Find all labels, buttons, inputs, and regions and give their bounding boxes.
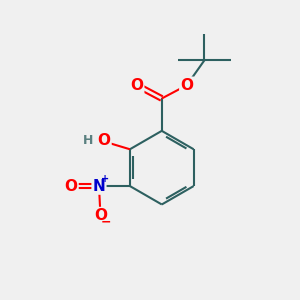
Text: N: N — [93, 178, 105, 194]
Text: H: H — [83, 134, 93, 147]
Text: O: O — [180, 78, 193, 93]
Text: O: O — [98, 133, 110, 148]
Text: O: O — [64, 178, 77, 194]
Text: +: + — [101, 174, 110, 184]
Text: O: O — [94, 208, 107, 223]
Text: O: O — [130, 78, 143, 93]
Text: −: − — [101, 215, 112, 229]
